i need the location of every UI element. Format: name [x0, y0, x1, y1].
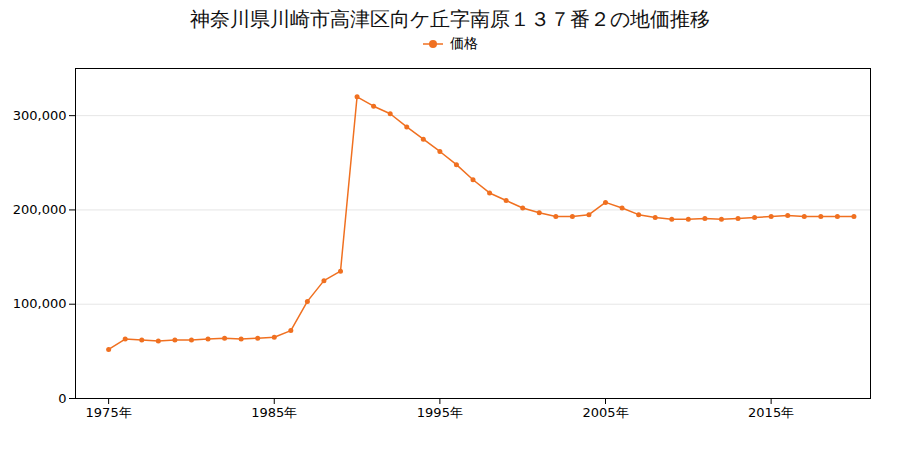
svg-text:2015年: 2015年: [748, 405, 794, 420]
svg-text:100,000: 100,000: [13, 296, 67, 311]
html-text:価格: 価格: [450, 35, 478, 51]
svg-text:0: 0: [58, 391, 66, 406]
svg-text:200,000: 200,000: [13, 202, 67, 217]
html-text:神奈川県川崎市高津区向ケ丘字南原１３７番２の地価推移: 神奈川県川崎市高津区向ケ丘字南原１３７番２の地価推移: [190, 7, 710, 31]
svg-text:1995年: 1995年: [417, 405, 463, 420]
svg-text:1975年: 1975年: [86, 405, 132, 420]
svg-text:300,000: 300,000: [13, 108, 67, 123]
svg-text:1985年: 1985年: [251, 405, 297, 420]
svg-text:2005年: 2005年: [582, 405, 628, 420]
